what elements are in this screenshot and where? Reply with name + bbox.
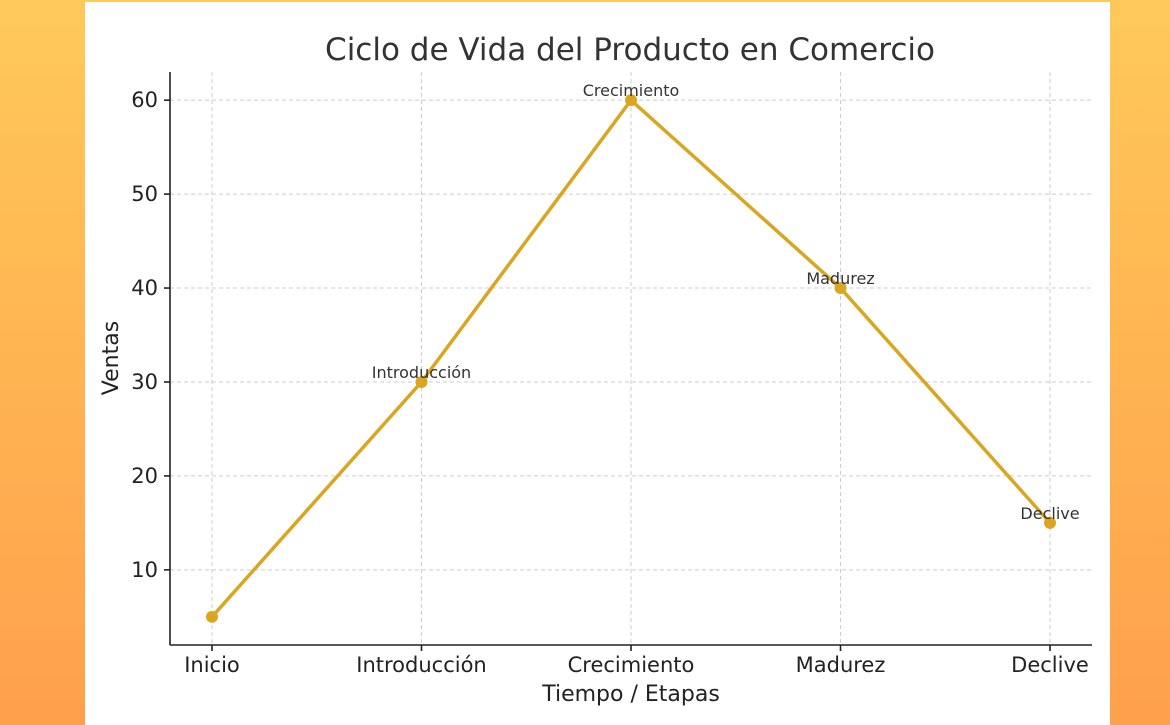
y-tick-label: 60 xyxy=(131,88,158,112)
x-tick-label: Introducción xyxy=(356,653,486,677)
y-tick-label: 10 xyxy=(131,558,158,582)
data-point xyxy=(415,375,428,388)
series xyxy=(206,94,1056,623)
data-point xyxy=(1044,516,1056,529)
x-tick-label: Crecimiento xyxy=(568,653,695,677)
annotations: Introducción Crecimiento Madurez Declive xyxy=(372,81,1080,523)
y-tick-label: 40 xyxy=(131,276,158,300)
data-label: Introducción xyxy=(372,363,471,382)
x-axis-label: Tiempo / Etapas xyxy=(541,682,720,707)
data-label: Declive xyxy=(1020,504,1079,523)
x-tick-label: Declive xyxy=(1011,653,1089,677)
y-tick-label: 20 xyxy=(131,464,158,488)
data-point xyxy=(625,94,637,107)
ticks: 10 20 30 40 50 60 Inicio Introducción Crecimient… xyxy=(131,88,1089,677)
grid xyxy=(170,72,1092,645)
y-tick-label: 50 xyxy=(131,182,158,206)
data-point xyxy=(834,282,847,295)
x-tick-label: Madurez xyxy=(796,653,886,677)
x-tick-label: Inicio xyxy=(184,653,240,677)
chart-title: Ciclo de Vida del Producto en Comercio xyxy=(325,32,935,68)
y-tick-label: 30 xyxy=(131,370,158,394)
y-axis-label: Ventas xyxy=(99,321,124,395)
data-label: Madurez xyxy=(806,269,874,288)
chart-card xyxy=(85,2,1110,725)
data-label: Crecimiento xyxy=(583,81,680,100)
data-point xyxy=(206,610,218,623)
